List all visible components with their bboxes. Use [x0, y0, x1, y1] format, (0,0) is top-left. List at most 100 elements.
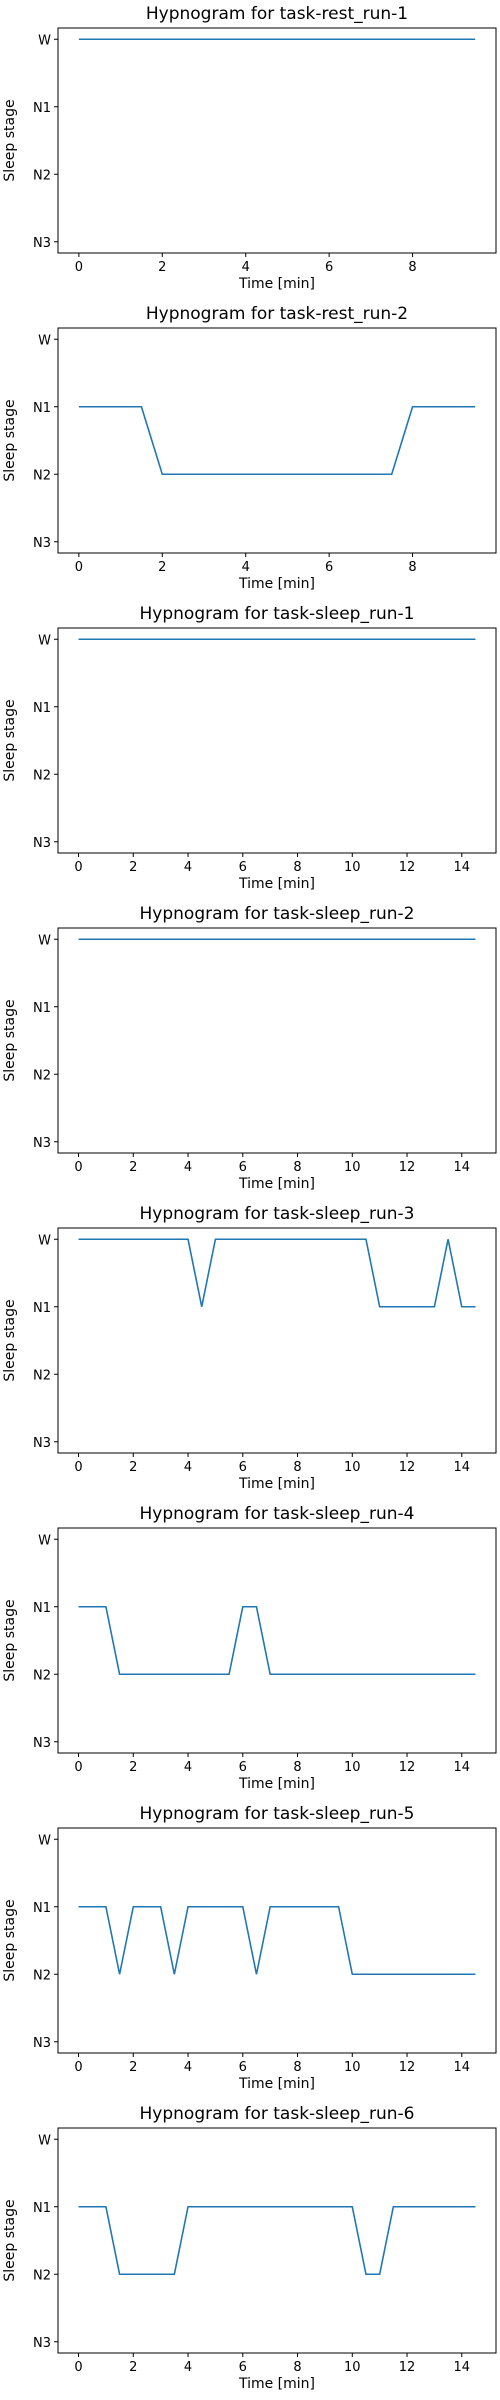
x-tick-label: 8: [408, 560, 416, 575]
x-tick-label: 0: [75, 560, 83, 575]
x-tick-label: 0: [74, 2060, 82, 2075]
y-axis-label: Sleep stage: [2, 699, 18, 781]
chart-title: Hypnogram for task-rest_run-2: [146, 304, 408, 324]
plot-area-frame: [57, 1227, 497, 1454]
y-tick-label: N1: [33, 1901, 51, 1916]
x-tick-label: 4: [184, 1760, 192, 1775]
x-tick-label: 8: [293, 1760, 301, 1775]
chart-title: Hypnogram for task-sleep_run-5: [140, 1804, 415, 1824]
plot-area-frame: [57, 1827, 497, 2054]
x-axis-label: Time [min]: [238, 276, 315, 292]
x-axis-label: Time [min]: [238, 1776, 315, 1792]
x-tick-label: 8: [293, 1160, 301, 1175]
hypnogram-panel-2: Hypnogram for task-rest_run-2 W N1 N2 N3 0 2 4 6…: [2, 304, 497, 592]
x-axis-label: Time [min]: [238, 1176, 315, 1192]
x-tick-label: 14: [454, 1160, 471, 1175]
x-axis-label: Time [min]: [238, 876, 315, 892]
plot-area-frame: [57, 327, 497, 554]
hypnogram-series-line: [78, 1605, 476, 1676]
y-axis-label: Sleep stage: [2, 99, 18, 181]
hypnogram-panel-8: Hypnogram for task-sleep_run-6 W N1 N2 N3 0 2 4…: [2, 2104, 497, 2392]
x-tick-label: 14: [454, 860, 471, 875]
x-tick-label: 2: [158, 260, 166, 275]
x-tick-label: 2: [129, 2060, 137, 2075]
y-tick-label: N3: [33, 536, 51, 551]
x-axis-label: Time [min]: [238, 1476, 315, 1492]
y-axis-label: Sleep stage: [2, 1599, 18, 1681]
x-tick-label: 10: [344, 1460, 361, 1475]
hypnogram-panel-7: Hypnogram for task-sleep_run-5 W N1 N2 N3 0 2 4…: [2, 1804, 497, 2092]
y-tick-label: N2: [33, 1068, 51, 1083]
hypnogram-panel-3: Hypnogram for task-sleep_run-1 W N1 N2 N3 0 2 4…: [2, 604, 497, 892]
y-tick-label: W: [38, 33, 51, 48]
x-tick-label: 8: [293, 860, 301, 875]
x-tick-label: 12: [399, 1160, 416, 1175]
y-tick-label: W: [38, 633, 51, 648]
x-tick-label: 0: [74, 1460, 82, 1475]
x-tick-label: 0: [74, 860, 82, 875]
y-tick-label: N1: [33, 1301, 51, 1316]
x-axis-label: Time [min]: [238, 2376, 315, 2392]
x-tick-label: 12: [399, 1760, 416, 1775]
x-tick-label: 12: [399, 1460, 416, 1475]
x-tick-label: 2: [129, 1460, 137, 1475]
x-tick-label: 12: [399, 2060, 416, 2075]
x-tick-label: 8: [293, 1460, 301, 1475]
y-tick-label: N2: [33, 1368, 51, 1383]
y-tick-label: N1: [33, 2201, 51, 2216]
y-tick-label: W: [38, 1533, 51, 1548]
x-tick-label: 0: [75, 260, 83, 275]
hypnogram-series-line: [78, 2205, 476, 2276]
x-tick-label: 10: [344, 1160, 361, 1175]
x-tick-label: 10: [344, 2360, 361, 2375]
x-tick-label: 8: [293, 2360, 301, 2375]
x-tick-label: 0: [74, 1760, 82, 1775]
y-axis-label: Sleep stage: [2, 399, 18, 481]
x-tick-label: 14: [454, 2360, 471, 2375]
y-tick-label: N3: [33, 2336, 51, 2351]
y-tick-label: N2: [33, 1968, 51, 1983]
x-tick-label: 6: [239, 1160, 247, 1175]
x-tick-label: 2: [129, 1160, 137, 1175]
x-tick-label: 4: [184, 2360, 192, 2375]
chart-title: Hypnogram for task-rest_run-1: [146, 4, 408, 24]
y-tick-label: N3: [33, 236, 51, 251]
y-axis-label: Sleep stage: [2, 2199, 18, 2281]
y-axis-label: Sleep stage: [2, 1899, 18, 1981]
x-tick-label: 10: [344, 1760, 361, 1775]
x-axis-label: Time [min]: [238, 576, 315, 592]
plot-area-frame: [57, 627, 497, 854]
hypnogram-series-line: [78, 1238, 476, 1308]
y-tick-label: W: [38, 1833, 51, 1848]
x-tick-label: 8: [408, 260, 416, 275]
y-tick-label: N3: [33, 1136, 51, 1151]
x-tick-label: 4: [184, 2060, 192, 2075]
x-tick-label: 4: [184, 1460, 192, 1475]
x-tick-label: 6: [239, 1460, 247, 1475]
y-tick-label: N2: [33, 468, 51, 483]
x-tick-label: 6: [325, 260, 333, 275]
y-axis-label: Sleep stage: [2, 999, 18, 1081]
x-tick-label: 14: [454, 1460, 471, 1475]
hypnogram-panel-4: Hypnogram for task-sleep_run-2 W N1 N2 N3 0 2 4…: [2, 904, 497, 1192]
plot-area-frame: [57, 2127, 497, 2354]
x-tick-label: 12: [399, 860, 416, 875]
hypnogram-panel-5: Hypnogram for task-sleep_run-3 W N1 N2 N3 0 2 4…: [2, 1204, 497, 1492]
y-tick-label: N2: [33, 768, 51, 783]
plot-area-frame: [57, 27, 497, 254]
y-tick-label: N1: [33, 1601, 51, 1616]
x-tick-label: 10: [344, 2060, 361, 2075]
y-tick-label: N1: [33, 101, 51, 116]
y-tick-label: N3: [33, 2036, 51, 2051]
x-tick-label: 10: [344, 860, 361, 875]
y-tick-label: N1: [33, 701, 51, 716]
y-tick-label: N1: [33, 401, 51, 416]
x-tick-label: 8: [293, 2060, 301, 2075]
x-tick-label: 4: [242, 260, 250, 275]
x-tick-label: 6: [239, 2060, 247, 2075]
x-tick-label: 2: [129, 1760, 137, 1775]
hypnogram-series-line: [78, 405, 476, 476]
x-tick-label: 2: [129, 2360, 137, 2375]
plot-area-frame: [57, 1527, 497, 1754]
